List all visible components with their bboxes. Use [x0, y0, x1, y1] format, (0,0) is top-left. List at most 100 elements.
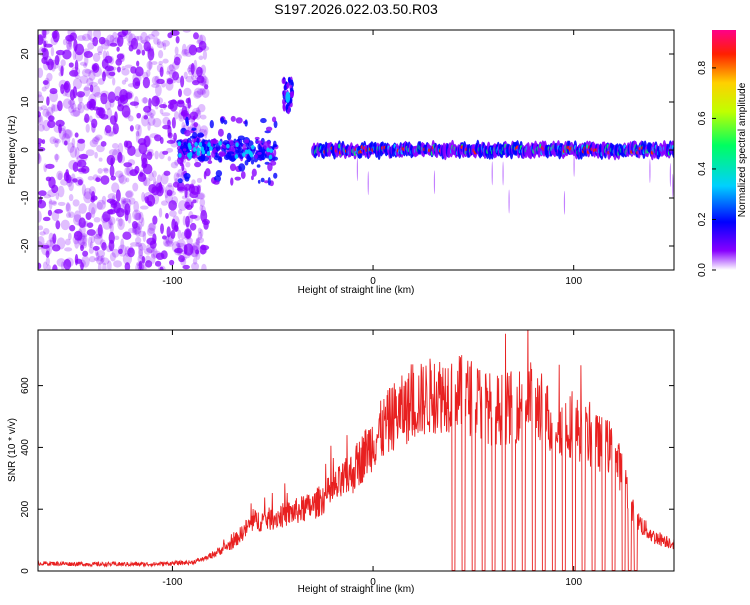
- spectrogram-cell: [273, 120, 278, 129]
- spectrogram-cell: [147, 48, 155, 61]
- spectrogram-cell: [38, 195, 43, 205]
- spectrogram-cell: [234, 154, 239, 159]
- spectrogram-cell: [184, 49, 188, 55]
- spectrogram-cell: [201, 263, 207, 270]
- spectrogram-cell: [217, 128, 224, 137]
- spectrogram-cell: [88, 236, 93, 249]
- spectrogram-cell: [55, 49, 65, 56]
- spectrogram-cell: [162, 58, 169, 64]
- spectrogram-cell: [135, 130, 140, 137]
- spectrogram-cell: [44, 55, 52, 66]
- spectrogram-cell: [67, 30, 76, 38]
- spectrogram-cell: [196, 147, 201, 153]
- spectrogram-cell: [165, 234, 173, 247]
- spectrogram-cell: [42, 80, 49, 85]
- spectrogram-cell: [177, 141, 182, 147]
- spectrogram-cell: [265, 126, 273, 132]
- spectrogram-cell: [669, 162, 671, 187]
- spectrogram-cell: [72, 107, 81, 118]
- spectrogram-cell: [246, 154, 252, 163]
- spectrogram-cell: [123, 162, 133, 168]
- spectrogram-cell: [103, 39, 112, 47]
- spectrogram-cell: [151, 83, 160, 88]
- spectrogram-cell: [55, 220, 61, 230]
- spectrogram-cell: [168, 79, 177, 84]
- spectrogram-cell: [174, 178, 179, 185]
- spectrogram-cell: [176, 239, 186, 250]
- spectrogram-cell: [127, 83, 136, 88]
- spectrogram-cell: [129, 169, 138, 176]
- spectrogram-cell: [199, 228, 204, 238]
- spectrogram-cell: [217, 156, 222, 163]
- spectrogram-cell: [96, 201, 103, 210]
- spectrogram-cell: [191, 107, 201, 117]
- spectrogram-cell: [65, 34, 75, 42]
- spectrogram-cell: [38, 225, 44, 231]
- spectrogram-cell: [122, 231, 132, 240]
- spectrogram-cell: [256, 164, 261, 168]
- spectrogram-cell: [106, 260, 112, 270]
- spectrogram-cell: [135, 242, 143, 248]
- spectrogram-cell: [143, 115, 149, 120]
- spectrogram-cell: [138, 142, 148, 155]
- spectrogram-cell: [111, 143, 119, 149]
- spectrogram-cell: [83, 62, 88, 68]
- spectrogram-cell: [134, 148, 142, 158]
- spectrogram-cell: [40, 105, 48, 111]
- spectrogram-cell: [56, 170, 64, 181]
- spectrogram-cell: [254, 136, 260, 140]
- spectrogram-cell: [66, 178, 73, 187]
- spectrogram-cell: [183, 87, 192, 97]
- spectrogram-cell: [81, 255, 90, 268]
- spectrogram-cell: [144, 111, 153, 117]
- spectrogram-cell: [38, 235, 45, 247]
- spectrogram-cell: [83, 86, 91, 91]
- spectrogram-cell: [174, 248, 182, 256]
- spectrogram-cell: [50, 46, 55, 57]
- spectrogram-cell: [129, 242, 140, 247]
- spectrogram-cell: [113, 260, 122, 268]
- spectrogram-cell: [116, 53, 125, 60]
- spectrogram-cell: [45, 250, 50, 258]
- spectrogram-cell: [68, 211, 75, 218]
- spectrogram-cell: [159, 104, 168, 109]
- spectrogram-cell: [63, 258, 72, 270]
- spectrogram-cell: [121, 68, 130, 76]
- spectrogram-cell: [68, 105, 75, 114]
- colorbar-gradient: [712, 30, 736, 270]
- spectrogram-cell: [115, 189, 121, 202]
- spectrogram-cell: [197, 231, 203, 241]
- spectrogram-cell: [177, 184, 186, 194]
- spectrogram-cell: [196, 66, 203, 77]
- spectrogram-cell: [153, 177, 157, 186]
- spectrogram-cell: [52, 233, 57, 244]
- spectrogram-cell: [43, 194, 52, 199]
- spectrogram-cell: [134, 165, 140, 174]
- spectrogram-cell: [60, 179, 69, 186]
- spectrogram-cell: [57, 201, 66, 207]
- spectrogram-cell: [100, 37, 110, 50]
- spectrogram-cell: [215, 152, 219, 158]
- spectrogram-cell: [85, 149, 95, 157]
- spectrogram-cell: [64, 247, 73, 252]
- spectrogram-cell: [90, 206, 96, 219]
- spectrogram-cell: [128, 44, 134, 52]
- spectrogram-cell: [109, 98, 115, 108]
- spectrogram-cell: [173, 132, 177, 142]
- spectrogram-cell: [101, 71, 107, 78]
- spectrogram-cell: [271, 116, 277, 123]
- spectrogram-cell: [79, 225, 86, 236]
- spectrogram-cell: [99, 106, 103, 113]
- spectrogram-cell: [178, 255, 185, 263]
- spectrogram-cell: [38, 153, 42, 165]
- spectrogram-cell: [84, 113, 90, 124]
- spectrogram-cell: [133, 200, 140, 213]
- spectrogram-cell: [116, 54, 125, 63]
- spectrogram-cell: [89, 241, 94, 249]
- spectrogram-cell: [234, 176, 242, 181]
- spectrogram-cell: [100, 257, 110, 265]
- spectrogram-cell: [186, 152, 191, 158]
- spectrogram-cell: [143, 41, 151, 52]
- spectrogram-cell: [160, 200, 168, 206]
- spectrogram-cell: [178, 208, 183, 215]
